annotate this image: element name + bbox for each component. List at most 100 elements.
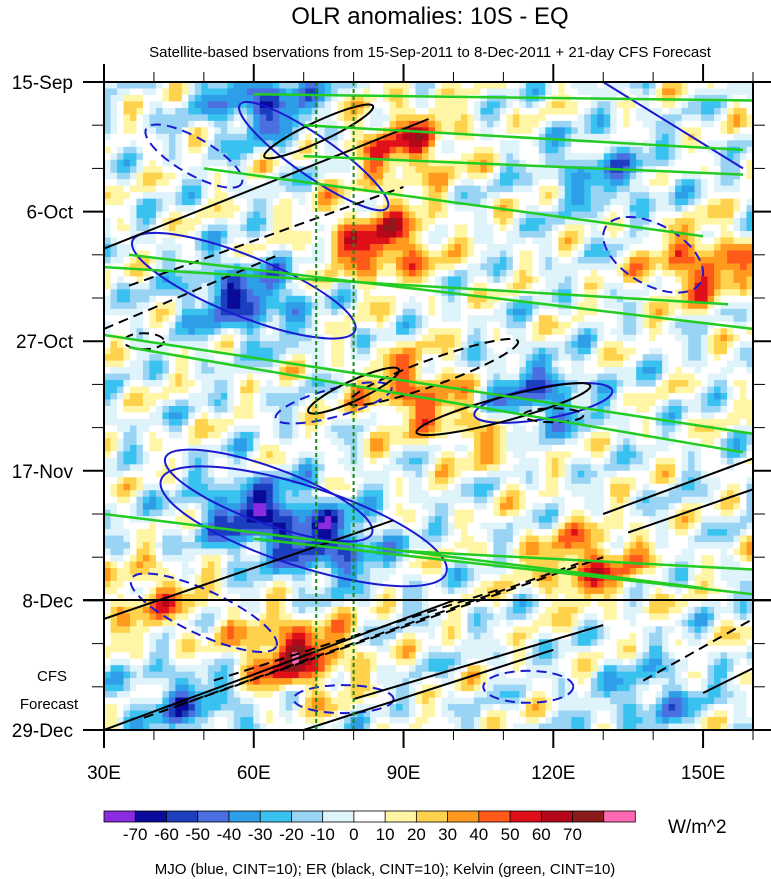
anomaly-cell: [447, 321, 456, 329]
anomaly-cell: [188, 192, 196, 200]
anomaly-cell: [415, 276, 423, 284]
anomaly-cell: [253, 263, 261, 271]
anomaly-cell: [519, 179, 527, 187]
anomaly-cell: [571, 114, 579, 122]
anomaly-cell: [694, 179, 702, 187]
anomaly-cell: [142, 166, 151, 174]
anomaly-cell: [227, 198, 235, 206]
anomaly-cell: [357, 321, 365, 329]
anomaly-cell: [292, 244, 300, 252]
anomaly-cell: [694, 373, 702, 381]
anomaly-cell: [110, 269, 118, 277]
anomaly-cell: [688, 192, 696, 200]
anomaly-cell: [155, 399, 164, 407]
anomaly-cell: [499, 237, 507, 245]
anomaly-cell: [532, 146, 540, 154]
anomaly-cell: [467, 133, 475, 141]
anomaly-cell: [668, 153, 676, 161]
anomaly-cell: [467, 153, 475, 161]
anomaly-cell: [110, 244, 118, 252]
anomaly-cell: [662, 88, 670, 96]
anomaly-cell: [149, 114, 157, 122]
anomaly-cell: [441, 224, 449, 232]
anomaly-cell: [701, 114, 709, 122]
anomaly-cell: [227, 354, 235, 362]
anomaly-cell: [246, 107, 254, 115]
anomaly-cell: [227, 107, 235, 115]
anomaly-cell: [662, 360, 670, 368]
anomaly-cell: [701, 133, 709, 141]
anomaly-cell: [324, 218, 332, 226]
anomaly-cell: [454, 133, 462, 141]
anomaly-cell: [655, 101, 663, 109]
anomaly-cell: [460, 179, 469, 187]
anomaly-cell: [207, 334, 215, 342]
anomaly-cell: [246, 224, 254, 232]
anomaly-cell: [720, 282, 728, 290]
anomaly-cell: [688, 386, 696, 394]
anomaly-cell: [142, 185, 151, 193]
anomaly-cell: [616, 107, 624, 115]
anomaly-cell: [162, 380, 170, 388]
anomaly-cell: [636, 185, 644, 193]
anomaly-cell: [512, 107, 520, 115]
anomaly-cell: [285, 218, 293, 226]
anomaly-cell: [279, 276, 287, 284]
anomaly-cell: [733, 380, 741, 388]
anomaly-cell: [493, 328, 501, 336]
anomaly-cell: [246, 244, 254, 252]
anomaly-cell: [681, 218, 689, 226]
anomaly-cell: [305, 114, 313, 122]
anomaly-cell: [733, 373, 741, 381]
anomaly-cell: [233, 328, 241, 336]
anomaly-cell: [123, 205, 131, 213]
anomaly-cell: [155, 172, 164, 180]
anomaly-cell: [422, 386, 430, 394]
anomaly-cell: [305, 146, 313, 154]
anomaly-cell: [434, 179, 443, 187]
anomaly-cell: [402, 218, 410, 226]
anomaly-cell: [467, 380, 475, 388]
anomaly-cell: [512, 192, 520, 200]
anomaly-cell: [532, 328, 540, 336]
anomaly-cell: [305, 250, 313, 258]
anomaly-cell: [668, 386, 676, 394]
anomaly-cell: [512, 399, 520, 407]
anomaly-cell: [188, 321, 196, 329]
anomaly-cell: [558, 263, 566, 271]
anomaly-cell: [610, 127, 618, 135]
anomaly-cell: [623, 172, 631, 180]
anomaly-cell: [240, 211, 248, 219]
anomaly-cell: [318, 269, 326, 277]
anomaly-cell: [402, 334, 410, 342]
anomaly-cell: [233, 127, 241, 135]
anomaly-cell: [344, 386, 352, 394]
anomaly-cell: [188, 185, 196, 193]
anomaly-cell: [207, 393, 215, 401]
anomaly-cell: [409, 107, 417, 115]
anomaly-cell: [266, 159, 274, 167]
anomaly-cell: [259, 347, 267, 355]
anomaly-cell: [545, 140, 553, 148]
anomaly-cell: [363, 166, 371, 174]
anomaly-cell: [649, 380, 657, 388]
anomaly-cell: [149, 133, 157, 141]
anomaly-cell: [428, 367, 436, 375]
anomaly-cell: [415, 360, 423, 368]
anomaly-cell: [363, 172, 371, 180]
anomaly-cell: [220, 166, 228, 174]
anomaly-cell: [733, 211, 741, 219]
anomaly-cell: [422, 120, 430, 128]
anomaly-cell: [564, 237, 572, 245]
anomaly-cell: [220, 328, 228, 336]
anomaly-cell: [311, 133, 319, 141]
anomaly-cell: [428, 315, 436, 323]
anomaly-cell: [493, 250, 501, 258]
anomaly-cell: [272, 179, 280, 187]
anomaly-cell: [746, 205, 753, 213]
anomaly-cell: [331, 224, 339, 232]
anomaly-cell: [162, 179, 170, 187]
anomaly-cell: [123, 198, 131, 206]
anomaly-cell: [318, 302, 326, 310]
anomaly-cell: [389, 107, 397, 115]
